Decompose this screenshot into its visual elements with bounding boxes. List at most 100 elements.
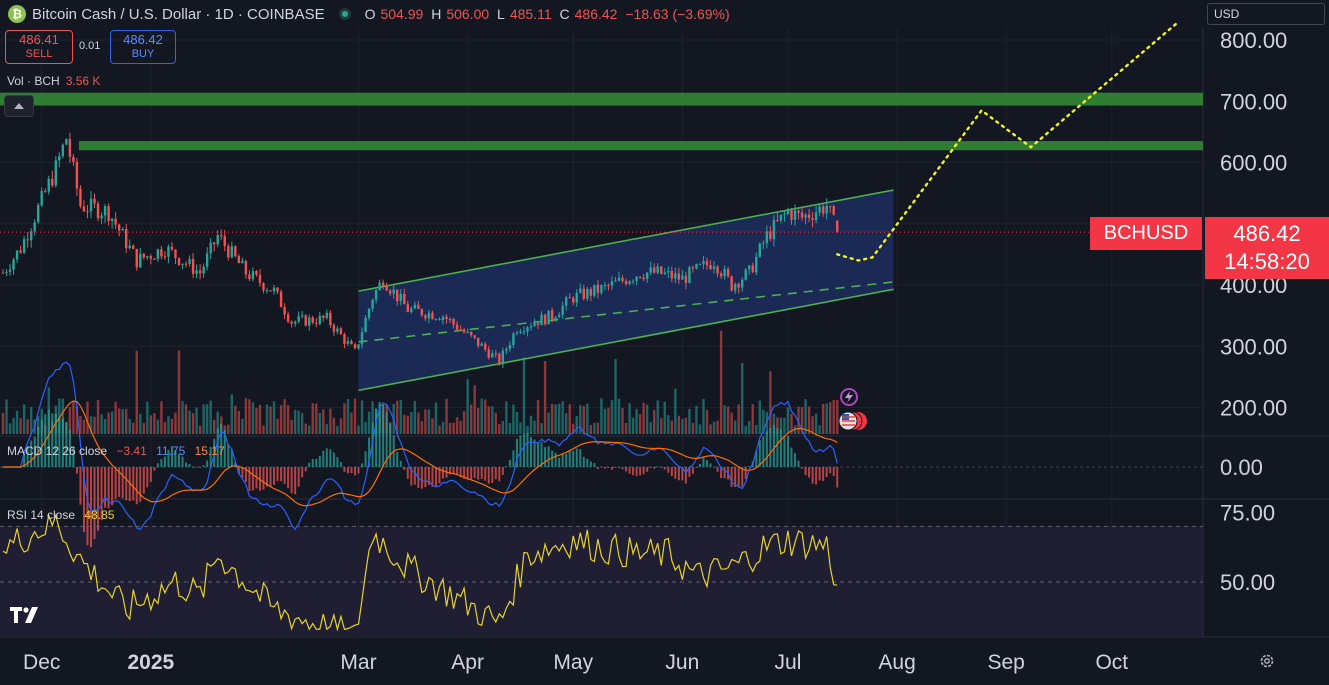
candle-body bbox=[741, 279, 744, 288]
volume-bar bbox=[329, 408, 332, 434]
candle-body bbox=[455, 324, 459, 330]
macd-histogram-bar bbox=[565, 453, 568, 467]
candle-body bbox=[427, 312, 431, 319]
candle-body bbox=[670, 270, 673, 279]
volume-bar bbox=[494, 412, 497, 434]
collapse-legend-button[interactable] bbox=[4, 95, 34, 117]
macd-histogram-bar bbox=[213, 438, 216, 467]
macd-histogram-bar bbox=[649, 467, 652, 468]
volume-bar bbox=[15, 410, 19, 434]
volume-bar bbox=[589, 424, 593, 434]
candle-body bbox=[603, 285, 607, 287]
buy-button[interactable]: 486.42 BUY bbox=[110, 30, 176, 64]
gear-icon[interactable] bbox=[1259, 653, 1275, 669]
time-tick-label: Apr bbox=[451, 651, 484, 674]
volume-bar bbox=[121, 409, 124, 434]
symbol-title[interactable]: Bitcoin Cash / U.S. Dollar · 1D · COINBA… bbox=[32, 5, 325, 23]
candle-body bbox=[198, 270, 202, 274]
sell-button[interactable]: 486.41 SELL bbox=[5, 30, 73, 64]
volume-bar bbox=[455, 417, 459, 434]
macd-legend[interactable]: MACD 12 26 close −3.41 11.75 15.17 bbox=[7, 444, 225, 458]
candle-body bbox=[15, 250, 19, 260]
candle-body bbox=[515, 332, 519, 334]
volume-legend[interactable]: Vol · BCH 3.56 K bbox=[7, 74, 100, 88]
candle-body bbox=[786, 210, 790, 215]
time-tick-label: Dec bbox=[23, 651, 60, 674]
volume-bar bbox=[276, 418, 279, 434]
macd-histogram-bar bbox=[40, 419, 43, 467]
macd-histogram-bar bbox=[537, 443, 540, 467]
volume-bar bbox=[346, 399, 350, 434]
volume-bar bbox=[786, 407, 790, 434]
volume-bar bbox=[596, 422, 600, 434]
currency-select[interactable]: USD bbox=[1207, 3, 1325, 25]
rsi-legend[interactable]: RSI 14 close 48.85 bbox=[7, 508, 114, 522]
macd-histogram-bar bbox=[202, 465, 205, 467]
macd-histogram-bar bbox=[515, 438, 518, 467]
bitcoin-cash-logo-icon: ₿ bbox=[8, 5, 26, 23]
macd-histogram-bar bbox=[160, 459, 163, 467]
candle-body bbox=[297, 316, 300, 322]
macd-histogram-bar bbox=[262, 467, 265, 490]
macd-histogram-bar bbox=[558, 457, 561, 467]
candle-body bbox=[681, 275, 684, 280]
macd-histogram-bar bbox=[378, 401, 381, 467]
candle-body bbox=[223, 236, 226, 247]
macd-histogram-bar bbox=[308, 462, 311, 467]
macd-histogram-bar bbox=[420, 467, 423, 489]
candle-body bbox=[146, 256, 149, 258]
candle-body bbox=[19, 250, 22, 253]
candle-body bbox=[26, 239, 29, 241]
candle-body bbox=[508, 345, 512, 350]
volume-bar bbox=[821, 403, 825, 434]
macd-histogram-bar bbox=[825, 467, 828, 477]
candle-body bbox=[184, 263, 188, 265]
candle-body bbox=[360, 332, 364, 345]
candle-body bbox=[491, 353, 494, 358]
macd-histogram-bar bbox=[297, 467, 300, 487]
candle-body bbox=[1, 272, 5, 274]
price-tick-label: 700.00 bbox=[1220, 89, 1287, 114]
macd-histogram-bar bbox=[765, 431, 768, 467]
rsi-band bbox=[0, 526, 1203, 636]
market-status-icon[interactable] bbox=[338, 8, 351, 20]
macd-histogram-bar bbox=[220, 423, 223, 467]
candle-body bbox=[79, 188, 82, 207]
macd-histogram-bar bbox=[237, 467, 240, 475]
macd-histogram-bar bbox=[646, 467, 649, 472]
candle-body bbox=[339, 328, 343, 335]
sell-label: SELL bbox=[25, 48, 53, 60]
macd-histogram-bar bbox=[709, 463, 712, 467]
macd-histogram-bar bbox=[477, 467, 480, 480]
macd-histogram-bar bbox=[797, 460, 800, 467]
candle-body bbox=[96, 203, 100, 219]
candle-body bbox=[5, 271, 8, 273]
candle-body bbox=[572, 298, 575, 303]
open-value: 504.99 bbox=[380, 6, 424, 22]
candle-body bbox=[420, 308, 424, 316]
candle-body bbox=[575, 292, 578, 303]
macd-histogram-bar bbox=[530, 436, 532, 467]
volume-bar bbox=[582, 405, 585, 434]
candle-body bbox=[730, 276, 733, 291]
macd-histogram-bar bbox=[822, 467, 825, 481]
volume-bar bbox=[674, 388, 677, 434]
candle-body bbox=[836, 220, 839, 233]
volume-bar bbox=[230, 394, 233, 434]
macd-histogram-bar bbox=[706, 460, 708, 467]
candle-body bbox=[103, 206, 107, 216]
tradingview-logo-icon[interactable] bbox=[8, 603, 42, 625]
macd-histogram-bar bbox=[244, 467, 247, 483]
macd-histogram-bar bbox=[713, 466, 716, 468]
macd-histogram-bar bbox=[610, 467, 613, 470]
candle-body bbox=[202, 266, 205, 274]
volume-bar bbox=[26, 419, 29, 434]
candle-body bbox=[40, 190, 43, 206]
candle-body bbox=[269, 290, 272, 292]
macd-histogram-bar bbox=[667, 467, 670, 473]
volume-bar bbox=[318, 412, 321, 434]
macd-histogram-bar bbox=[111, 467, 114, 506]
volume-bar bbox=[635, 408, 638, 434]
candle-body bbox=[441, 316, 445, 321]
